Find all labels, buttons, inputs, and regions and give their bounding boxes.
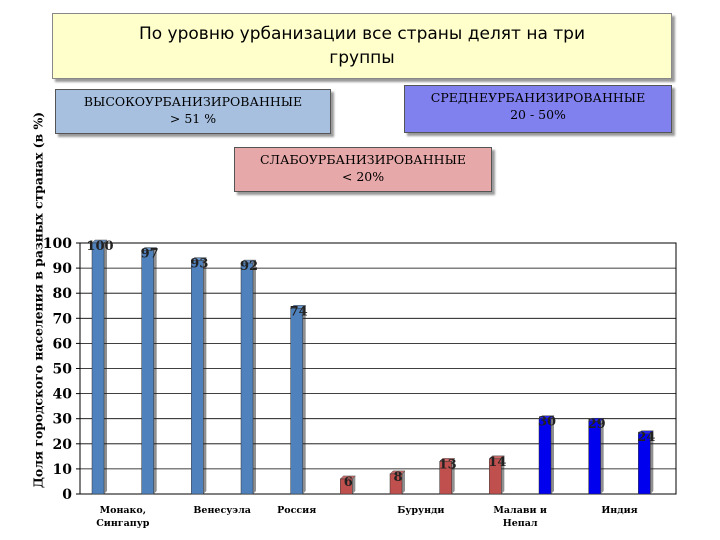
x-category-label: Монако, — [100, 505, 146, 516]
y-tick-label: 80 — [53, 286, 73, 302]
y-axis-label: Доля городского населения в разных стран… — [30, 111, 46, 489]
bar — [538, 418, 552, 495]
category-medium-name: СРЕДНЕУРБАНИЗИРОВАННЫЕ — [430, 90, 646, 105]
data-label: 8 — [393, 470, 402, 485]
y-tick-label: 10 — [53, 462, 73, 478]
data-label: 24 — [637, 430, 655, 445]
category-high-range: > 51 % — [169, 111, 217, 126]
y-tick-label: 60 — [53, 336, 73, 352]
x-category-label: Бурунди — [397, 505, 444, 516]
bar-side — [501, 455, 505, 494]
category-low-name: СЛАБОУРБАНИЗИРОВАННЫЕ — [259, 152, 467, 167]
bar — [489, 458, 502, 495]
x-category-label: Венесуэла — [193, 505, 251, 516]
x-category-label: Непал — [503, 518, 538, 529]
y-tick-label: 70 — [53, 311, 73, 327]
data-label: 93 — [190, 257, 208, 272]
bar-side — [451, 458, 455, 494]
y-tick-label: 40 — [53, 387, 73, 403]
y-tick-label: 20 — [53, 437, 73, 453]
data-label: 100 — [86, 239, 113, 254]
bar — [588, 420, 601, 495]
data-label: 97 — [141, 247, 159, 262]
y-tick-label: 0 — [62, 487, 72, 503]
bar — [191, 260, 204, 495]
category-box-high: ВЫСОКОУРБАНИЗИРОВАННЫЕ > 51 % — [55, 89, 331, 134]
bar — [240, 262, 254, 495]
category-medium-range: 20 - 50% — [510, 107, 566, 122]
bar-side — [352, 475, 356, 494]
data-label: 13 — [439, 457, 457, 472]
x-category-label: Россия — [277, 505, 316, 516]
bar — [290, 308, 303, 495]
bar — [340, 478, 353, 495]
data-label: 14 — [488, 455, 506, 470]
bar — [389, 473, 403, 495]
bar — [141, 250, 154, 495]
bar-side — [650, 430, 654, 494]
data-label: 6 — [344, 475, 353, 490]
bar-side — [551, 415, 554, 494]
data-label: 92 — [240, 259, 258, 274]
bar-side — [600, 418, 604, 494]
y-tick-label: 30 — [53, 412, 73, 428]
x-category-label: Сингапур — [96, 518, 150, 529]
page-title: По уровню урбанизации все страны делят н… — [138, 24, 586, 68]
title-box: По уровню урбанизации все страны делят н… — [52, 13, 672, 79]
category-high-name: ВЫСОКОУРБАНИЗИРОВАННЫЕ — [83, 94, 303, 109]
bar-side — [302, 305, 306, 494]
x-category-label: Индия — [601, 505, 637, 516]
data-label: 30 — [538, 415, 556, 430]
data-label: 29 — [588, 417, 606, 432]
bar-side — [203, 257, 207, 494]
bar-side — [402, 470, 405, 494]
category-box-low: СЛАБОУРБАНИЗИРОВАННЫЕ < 20% — [234, 147, 492, 192]
bar — [439, 461, 452, 495]
bar-side — [253, 260, 256, 494]
category-box-medium: СРЕДНЕУРБАНИЗИРОВАННЫЕ 20 - 50% — [404, 85, 672, 133]
y-tick-label: 100 — [43, 236, 72, 252]
y-tick-label: 50 — [53, 362, 73, 378]
data-label: 74 — [290, 304, 308, 319]
bar-side — [153, 247, 157, 494]
category-low-range: < 20% — [341, 169, 385, 184]
x-category-label: Малави и — [493, 505, 547, 516]
bar — [638, 433, 651, 495]
bar — [91, 242, 105, 495]
y-tick-label: 90 — [53, 261, 73, 277]
bar-side — [104, 240, 107, 494]
